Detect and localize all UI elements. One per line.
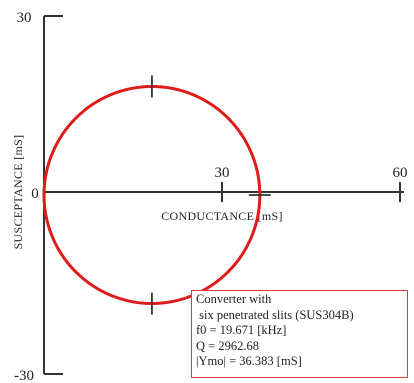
annotation-line-3: f0 = 19.671 [kHz] [196,323,403,339]
annotation-line-5: |Ymo| = 36.383 [mS] [196,354,403,370]
annotation-line-2: six penetrated slits (SUS304B) [196,308,403,324]
x-tick-label-30: 30 [215,165,230,181]
y-tick-label-top: 30 [17,10,32,26]
admittance-circle [44,86,260,303]
x-tick-label-60: 60 [393,165,408,181]
y-axis-title: SUSCEPTANCE [mS] [11,135,25,250]
annotation-box: Converter with six penetrated slits (SUS… [191,290,408,378]
plot-area [44,75,271,314]
x-tick-label-origin: 0 [31,186,39,202]
annotation-line-4: Q = 2962.68 [196,339,403,355]
x-axis-title: CONDUCTANCE [mS] [161,209,283,223]
annotation-line-1: Converter with [196,292,403,308]
y-tick-label-bottom: -30 [14,368,34,383]
